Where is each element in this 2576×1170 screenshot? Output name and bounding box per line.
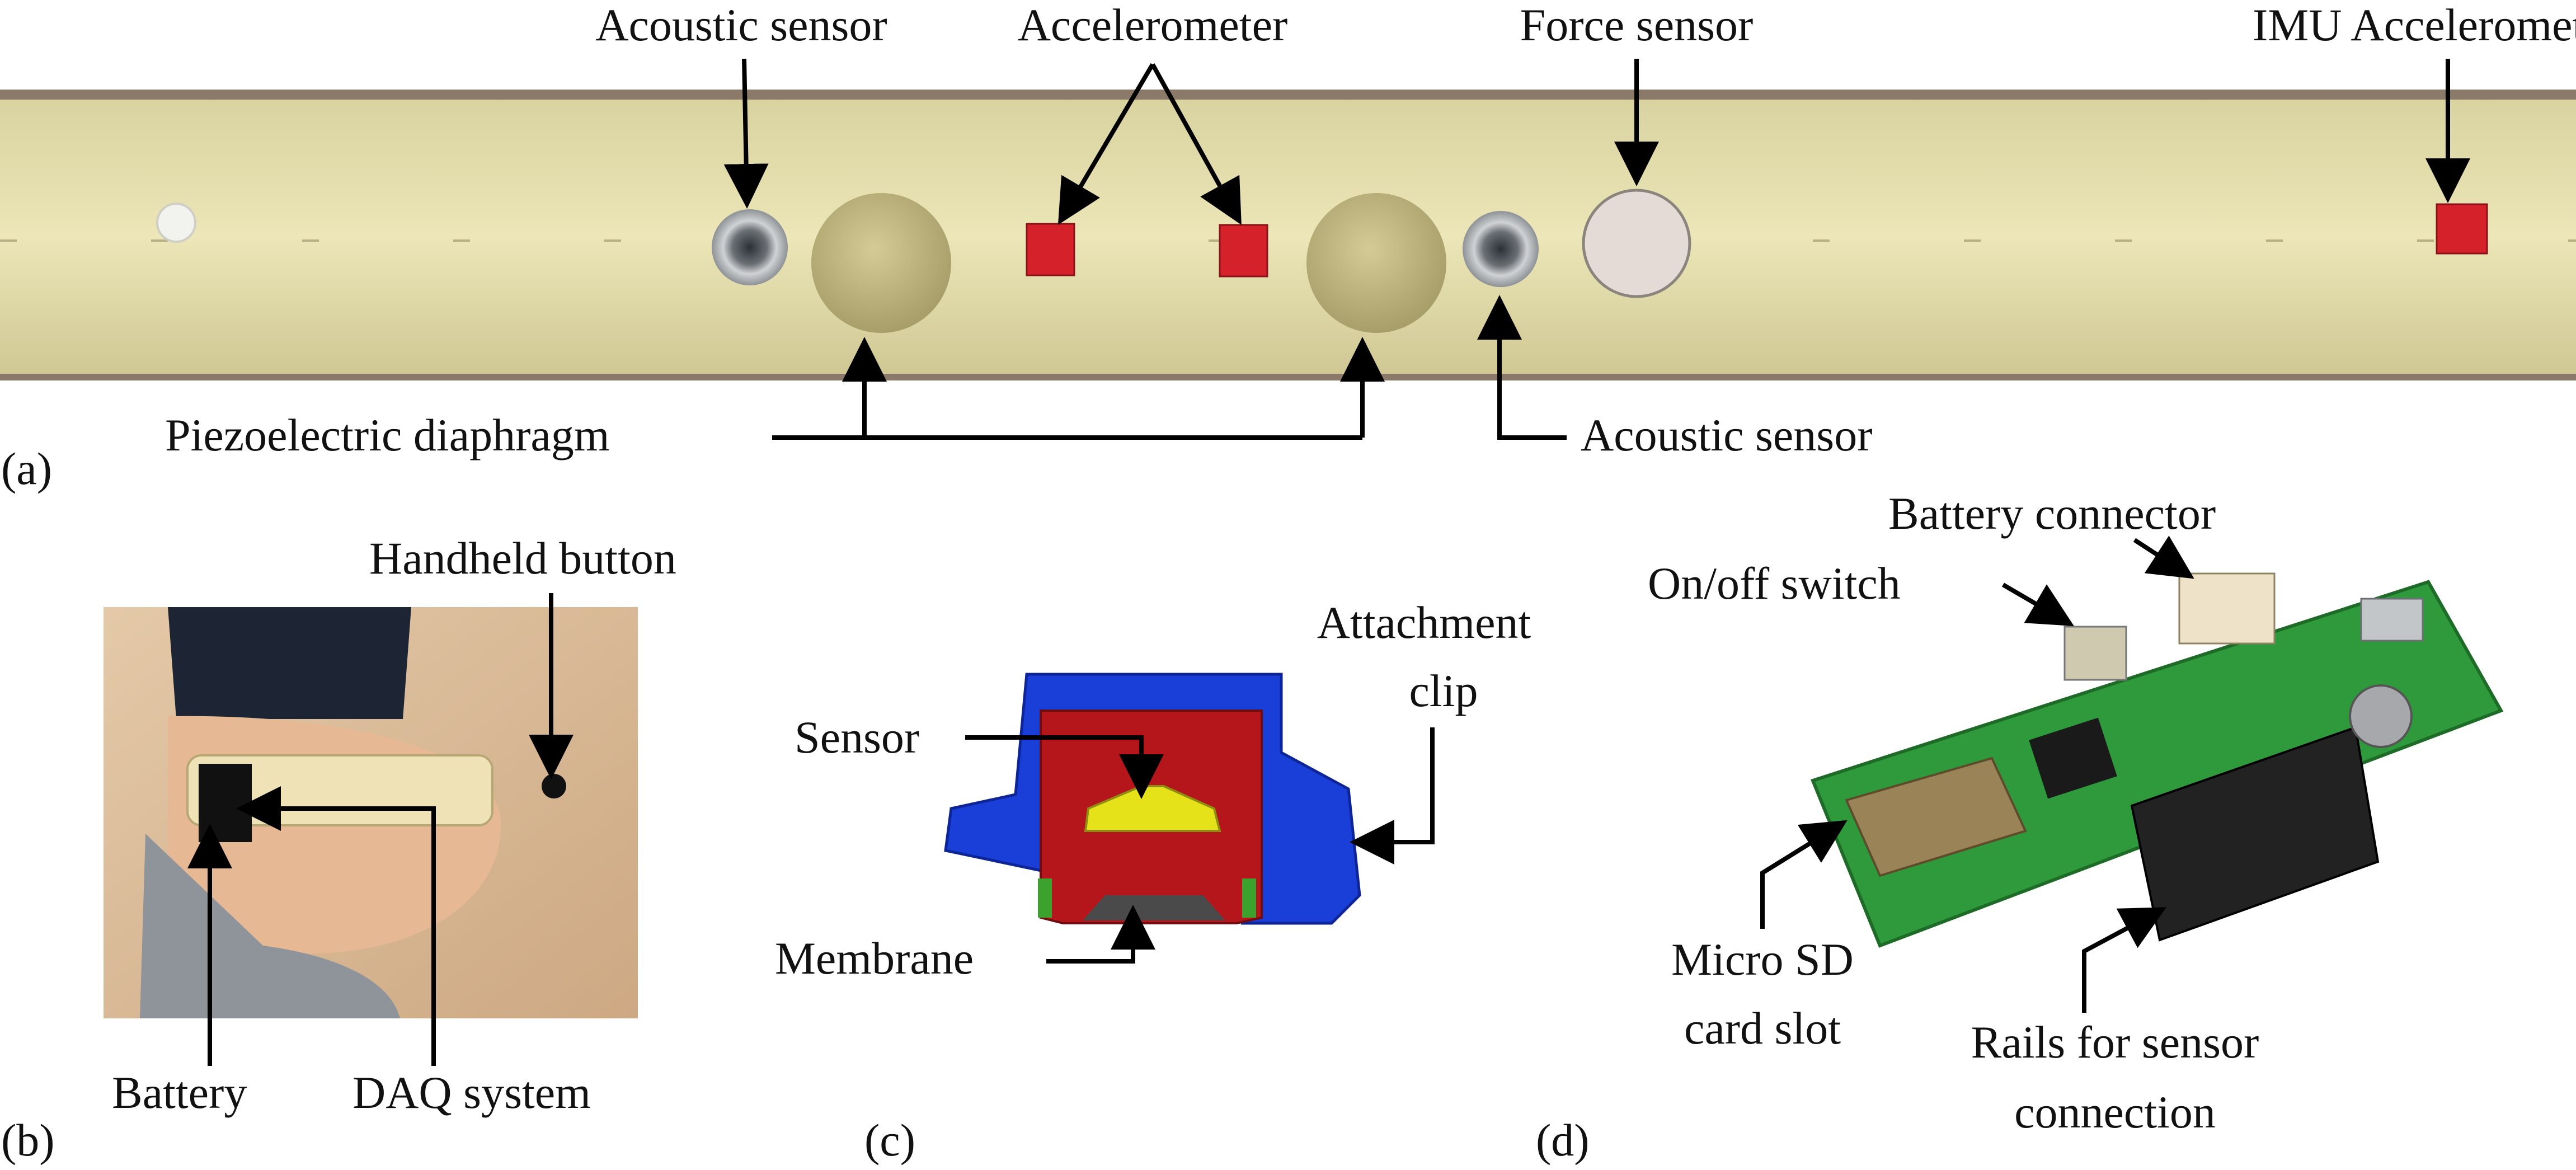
panel-tag-b: (b) <box>1 1115 55 1166</box>
panel-b: Handheld button Battery DAQ system (b) <box>1 533 676 1166</box>
label-battery: Battery <box>112 1067 247 1118</box>
belt-strap <box>0 100 2576 374</box>
accelerometer-2 <box>1219 224 1268 278</box>
label-micro-sd-line1: Micro SD <box>1671 934 1854 985</box>
label-membrane: Membrane <box>775 933 974 984</box>
label-handheld-button: Handheld button <box>369 533 676 584</box>
label-micro-sd-line2: card slot <box>1684 1003 1841 1054</box>
on-off-switch-part <box>2063 626 2127 681</box>
membrane-gray <box>1083 895 1225 920</box>
label-imu-accelerometer: IMU Accelerometer <box>2253 0 2576 50</box>
sensor-rails-connector <box>2130 726 2380 942</box>
label-attachment-clip-line2: clip <box>1409 665 1478 716</box>
imu-accelerometer <box>2436 203 2488 255</box>
label-on-off-switch: On/off switch <box>1648 558 1901 609</box>
label-acoustic-sensor-top: Acoustic sensor <box>595 0 887 50</box>
label-daq-system: DAQ system <box>352 1067 591 1118</box>
panel-tag-c: (c) <box>864 1115 915 1166</box>
label-attachment-clip-line1: Attachment <box>1317 597 1531 648</box>
label-force-sensor: Force sensor <box>1520 0 1754 50</box>
callout-lines-c <box>965 727 1435 964</box>
torso-shirt <box>168 607 411 719</box>
panel-a: Acoustic sensor Accelerometer Force sens… <box>0 0 2576 494</box>
label-rails-line1: Rails for sensor <box>1971 1017 2259 1068</box>
panel-c: Attachment clip Sensor Membrane (c) <box>775 597 1531 1166</box>
label-accelerometer: Accelerometer <box>1018 0 1288 50</box>
capacitor <box>2349 684 2413 748</box>
label-rails-line2: connection <box>2014 1087 2216 1138</box>
acoustic-sensor-1 <box>712 209 788 285</box>
battery-connector-part <box>2178 572 2276 645</box>
label-sensor: Sensor <box>795 712 919 763</box>
panel-d: Battery connector On/off switch Micro SD… <box>1536 488 2504 1166</box>
piezoelectric-diaphragm-2 <box>1306 193 1446 333</box>
usb-port <box>2360 598 2424 642</box>
callout-lines-b <box>187 593 574 1066</box>
piezoelectric-diaphragm-1 <box>811 193 951 333</box>
accelerometer-1 <box>1026 223 1075 276</box>
panel-tag-a: (a) <box>1 443 52 494</box>
pants <box>140 834 400 1018</box>
label-acoustic-sensor-bottom: Acoustic sensor <box>1581 410 1873 461</box>
handheld-button-device <box>542 774 566 798</box>
label-battery-connector: Battery connector <box>1888 488 2216 539</box>
label-piezoelectric-diaphragm: Piezoelectric diaphragm <box>165 410 610 461</box>
chip <box>2029 717 2117 799</box>
force-sensor <box>1582 189 1691 298</box>
callout-lines-a <box>723 58 2470 440</box>
seal-right <box>1242 878 1256 918</box>
pcb-board <box>1811 580 2504 948</box>
micro-sd-slot <box>1845 756 2027 877</box>
seal-left <box>1038 878 1052 918</box>
acoustic-sensor-2 <box>1463 211 1539 287</box>
daq-box <box>199 764 252 842</box>
belt-button <box>156 203 196 243</box>
callout-lines-d <box>1760 535 2194 1013</box>
panel-tag-d: (d) <box>1536 1115 1590 1166</box>
